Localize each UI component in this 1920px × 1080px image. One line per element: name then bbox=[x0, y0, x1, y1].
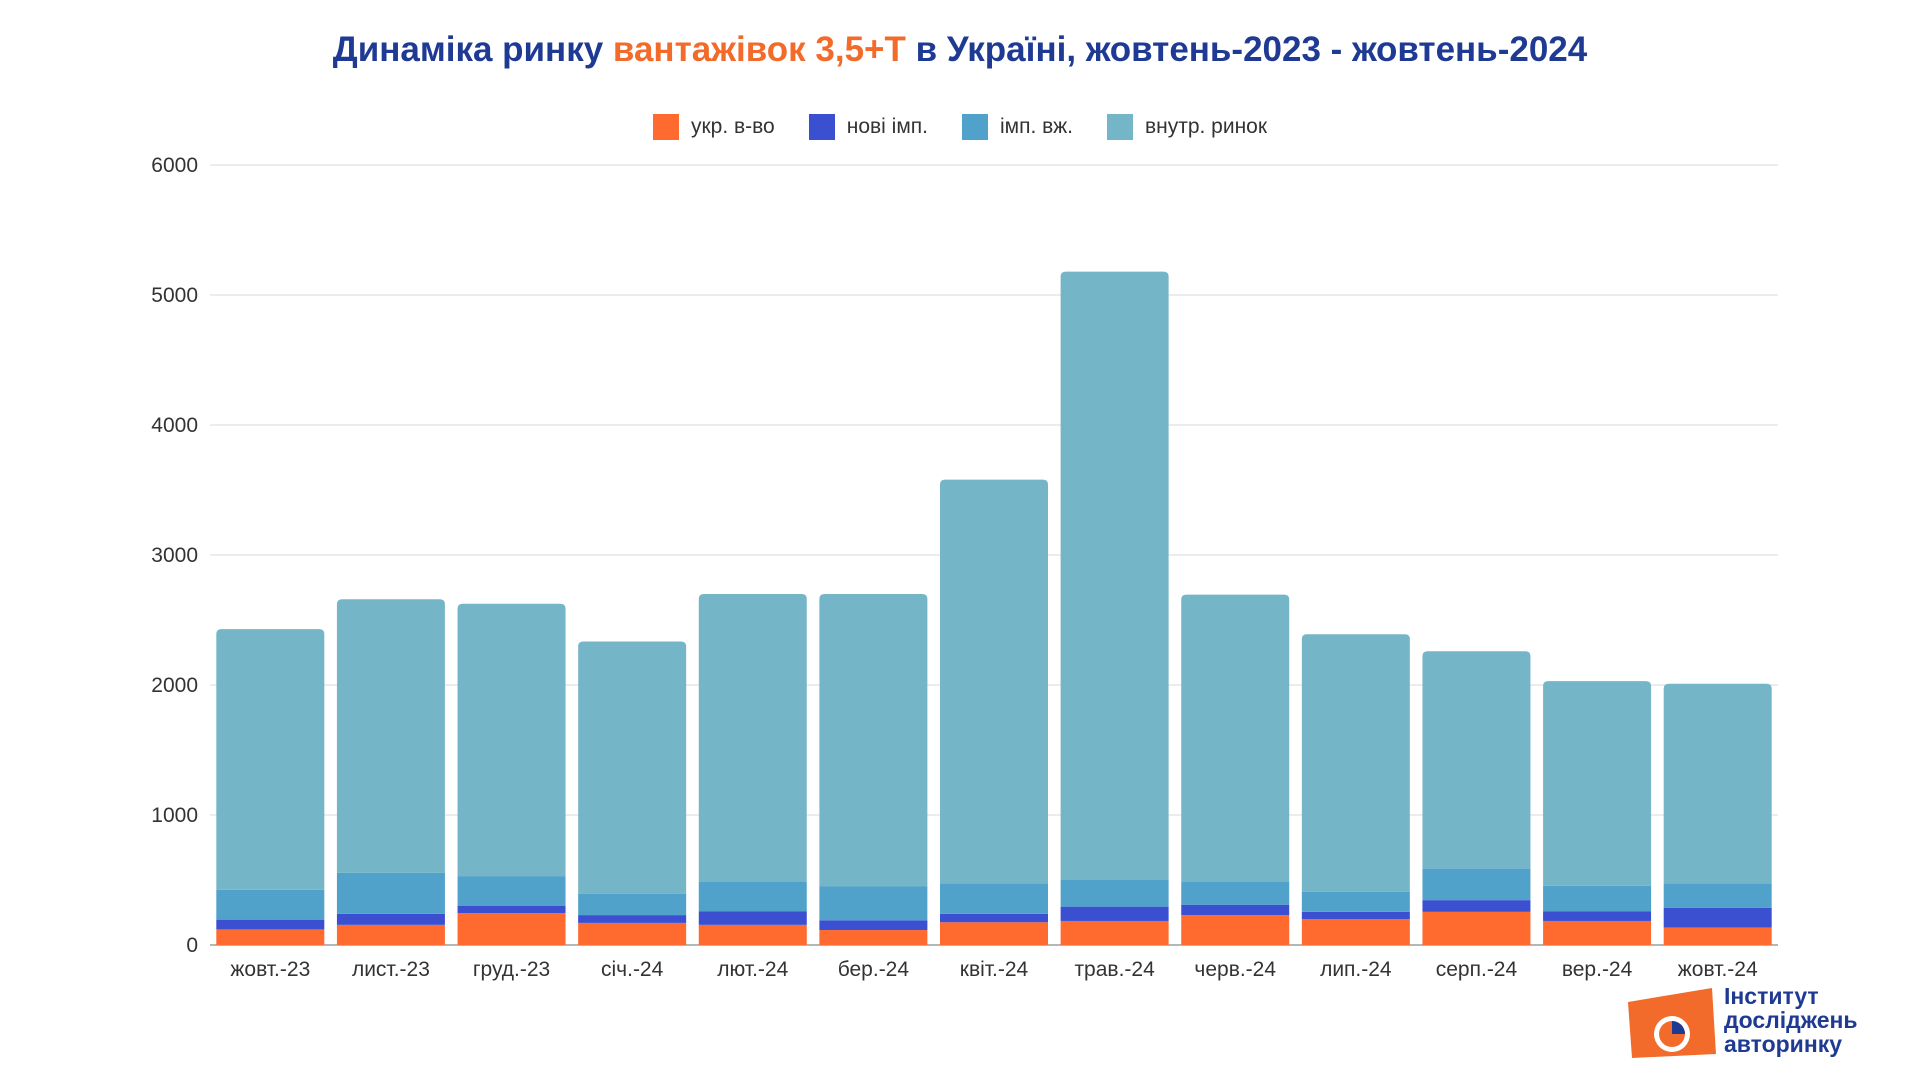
legend-item: імп. вж. bbox=[962, 114, 1073, 140]
bar-segment bbox=[457, 913, 566, 945]
x-tick-label: вер.-24 bbox=[1562, 958, 1633, 981]
legend: укр. в-во нові імп. імп. вж. внутр. ринок bbox=[0, 114, 1920, 140]
bar-segment bbox=[698, 594, 807, 882]
bar-segment bbox=[216, 889, 325, 920]
bar-segment bbox=[1181, 915, 1290, 945]
bar-segment bbox=[1060, 906, 1169, 921]
bar-segment bbox=[457, 603, 566, 877]
bar-segment bbox=[457, 906, 566, 914]
bar-segment bbox=[819, 930, 928, 945]
bar-segment bbox=[698, 911, 807, 925]
y-tick-label: 5000 bbox=[151, 284, 198, 307]
bar-segment bbox=[1422, 651, 1531, 869]
bar-segment bbox=[1301, 919, 1410, 945]
logo-line-1: Інститут bbox=[1724, 983, 1819, 1009]
bar-segment bbox=[819, 920, 928, 931]
bar-segment bbox=[216, 929, 325, 945]
x-tick-label: лип.-24 bbox=[1320, 958, 1392, 981]
bar-segment bbox=[1301, 634, 1410, 892]
bar-segment bbox=[1301, 891, 1410, 912]
y-tick-label: 4000 bbox=[151, 414, 198, 437]
bar-segment bbox=[1663, 683, 1772, 884]
legend-label: імп. вж. bbox=[1000, 115, 1073, 138]
x-tick-label: жовт.-23 bbox=[230, 958, 310, 981]
bar-segment bbox=[1422, 868, 1531, 901]
x-tick-label: серп.-24 bbox=[1436, 958, 1518, 981]
x-tick-label: жовт.-24 bbox=[1678, 958, 1758, 981]
title-part-3: в Україні, жовтень-2023 - жовтень-2024 bbox=[905, 30, 1588, 69]
bar-segment bbox=[1543, 920, 1652, 945]
x-tick-label: черв.-24 bbox=[1194, 958, 1276, 981]
bar-segment bbox=[1543, 911, 1652, 921]
bar-segment bbox=[1543, 681, 1652, 886]
bar-segment bbox=[819, 886, 928, 921]
bar-segment bbox=[336, 599, 445, 873]
logo-icon bbox=[1628, 988, 1716, 1058]
bar-segment bbox=[1060, 920, 1169, 945]
y-tick-label: 1000 bbox=[151, 804, 198, 827]
title-highlight: вантажівок 3,5+Т bbox=[612, 30, 906, 69]
legend-swatch bbox=[962, 114, 988, 140]
bar-segment bbox=[336, 913, 445, 925]
logo-text: Інститут досліджень авторинку bbox=[1724, 984, 1858, 1056]
bar-segment bbox=[1060, 880, 1169, 907]
x-tick-label: лют.-24 bbox=[717, 958, 788, 981]
x-tick-label: лист.-23 bbox=[352, 958, 430, 981]
bar-segment bbox=[1422, 911, 1531, 945]
bar-segment bbox=[1663, 927, 1772, 945]
bar-segment bbox=[940, 883, 1048, 914]
bar-segment bbox=[940, 922, 1048, 945]
legend-item: внутр. ринок bbox=[1106, 114, 1268, 140]
legend-swatch bbox=[652, 114, 679, 140]
bar-segment bbox=[698, 924, 807, 945]
bar-segment bbox=[1543, 885, 1652, 912]
x-tick-label: квіт.-24 bbox=[960, 958, 1029, 981]
y-tick-label: 6000 bbox=[151, 154, 198, 177]
bar-segment bbox=[578, 893, 687, 916]
y-tick-label: 3000 bbox=[151, 544, 198, 567]
bar-segment bbox=[336, 924, 445, 945]
title-part-1: Динаміка ринку bbox=[332, 30, 613, 69]
legend-item: укр. в-во bbox=[652, 114, 775, 140]
y-tick-label: 2000 bbox=[151, 674, 198, 697]
bar-segment bbox=[940, 479, 1048, 884]
legend-label: внутр. ринок bbox=[1144, 115, 1268, 138]
bar-segment bbox=[1422, 900, 1531, 912]
chart-title: Динаміка ринку вантажівок 3,5+Т в Україн… bbox=[0, 30, 1920, 70]
bar-segment bbox=[216, 919, 325, 930]
x-tick-label: груд.-23 bbox=[473, 958, 550, 981]
bar-segment bbox=[819, 594, 928, 887]
bar-segment bbox=[1301, 911, 1410, 919]
bar-segment bbox=[578, 922, 687, 945]
bar-segment bbox=[1181, 904, 1290, 916]
legend-swatch bbox=[808, 114, 835, 140]
bar-segment bbox=[698, 881, 807, 912]
logo-line-2: досліджень bbox=[1724, 1007, 1858, 1033]
bar-segment bbox=[1663, 907, 1772, 928]
bar-segment bbox=[940, 913, 1048, 923]
bar-segment bbox=[336, 872, 445, 914]
bar-segment bbox=[1663, 883, 1772, 908]
bar-segment bbox=[578, 641, 687, 894]
bar-segment bbox=[1181, 881, 1290, 905]
legend-item: нові імп. bbox=[808, 114, 928, 140]
bar-segment bbox=[1060, 271, 1169, 881]
bar-segment bbox=[578, 915, 687, 923]
x-tick-label: трав.-24 bbox=[1074, 958, 1155, 981]
logo-line-3: авторинку bbox=[1724, 1031, 1843, 1057]
legend-swatch bbox=[1106, 114, 1133, 140]
x-tick-label: бер.-24 bbox=[838, 958, 910, 981]
bar-segment bbox=[457, 876, 566, 906]
x-tick-label: січ.-24 bbox=[601, 958, 664, 981]
bar-segment bbox=[216, 629, 325, 890]
y-tick-label: 0 bbox=[186, 934, 198, 957]
chart-plot: 0 1000 2000 3000 4000 5000 6000 жовт.-23 лист.-2… bbox=[151, 154, 1778, 981]
legend-label: укр. в-во bbox=[690, 115, 775, 138]
legend-label: нові імп. bbox=[846, 115, 928, 138]
bar-segment bbox=[1181, 594, 1290, 882]
